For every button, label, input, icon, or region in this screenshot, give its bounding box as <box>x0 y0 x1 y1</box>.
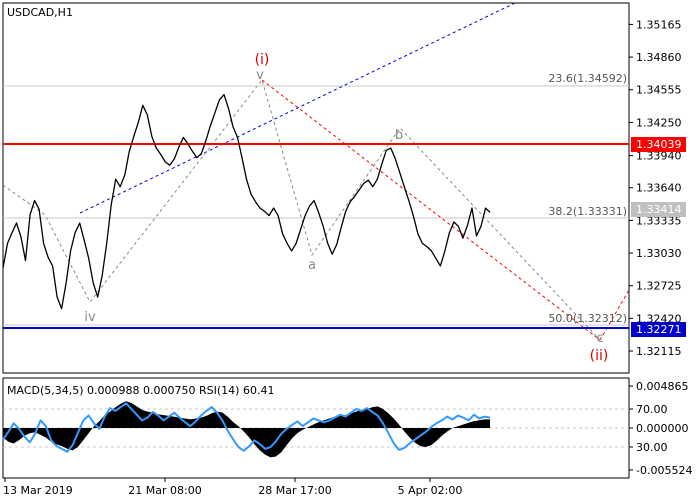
fib-382-label: 38.2(1.33331) <box>548 205 627 218</box>
current-price-badge-text: 1.33414 <box>636 203 682 216</box>
indicator-label: MACD(5,34,5) 0.000988 0.000750 RSI(14) 6… <box>7 384 274 397</box>
price-series <box>2 93 491 310</box>
indicator-tick-label: 0.004865 <box>636 380 689 393</box>
price-tick-label: 1.33335 <box>636 214 682 227</box>
macd-histogram <box>3 401 490 458</box>
price-tick-label: 1.33640 <box>636 182 682 195</box>
fib-236-label: 23.6(1.34592) <box>548 72 627 85</box>
main-plot-frame <box>2 2 630 374</box>
wave-c-label: c <box>596 331 603 346</box>
price-tick-label: 1.33030 <box>636 247 682 260</box>
indicator-tick-label: -0.005524 <box>636 464 692 477</box>
indicator-tick-label: 30.00 <box>636 441 668 454</box>
time-tick-label: 5 Apr 02:00 <box>398 484 463 497</box>
time-axis: 13 Mar 2019 21 Mar 08:00 28 Mar 17:00 5 Apr… <box>3 478 462 497</box>
time-tick-label: 28 Mar 17:00 <box>258 484 331 497</box>
rsi-series <box>2 402 491 453</box>
correction-trendline <box>261 79 601 341</box>
wave-ii-label: (ii) <box>590 348 609 364</box>
price-tick-label: 1.34555 <box>636 84 682 97</box>
wave-a-label: a <box>308 258 316 273</box>
price-axis: 1.35165 1.34860 1.34555 1.34250 1.33940 1.336… <box>629 18 682 358</box>
indicator-tick-label: 70.00 <box>636 403 668 416</box>
support-badge-text: 1.32271 <box>636 323 682 336</box>
current-price-badge <box>631 202 686 217</box>
time-tick-label: 13 Mar 2019 <box>3 484 73 497</box>
trend-lines <box>2 2 630 341</box>
projection-trendline <box>599 289 630 341</box>
indicator-axis: 0.004865 70.00 0.000000 30.00 -0.005524 <box>629 380 692 477</box>
resistance-badge <box>631 137 686 152</box>
price-tick-label: 1.34860 <box>636 51 682 64</box>
wave-i-label: (i) <box>255 52 270 68</box>
price-tick-label: 1.33940 <box>636 150 682 163</box>
support-badge <box>631 322 686 337</box>
wave-iv-label: iv <box>84 310 96 325</box>
wave-v-label: v <box>256 68 264 83</box>
price-tick-label: 1.32115 <box>636 345 682 358</box>
indicator-tick-label: 0.000000 <box>636 422 689 435</box>
symbol-label: USDCAD,H1 <box>7 6 73 19</box>
price-tick-label: 1.32725 <box>636 280 682 293</box>
resistance-badge-text: 1.34039 <box>636 138 682 151</box>
channel-trendline <box>79 2 516 214</box>
fib-500-label: 50.0(1.32312) <box>548 312 627 325</box>
time-tick-label: 21 Mar 08:00 <box>128 484 201 497</box>
price-tick-label: 1.35165 <box>636 18 682 31</box>
price-tick-label: 1.34250 <box>636 116 682 129</box>
wave-b-label: b <box>395 128 403 143</box>
